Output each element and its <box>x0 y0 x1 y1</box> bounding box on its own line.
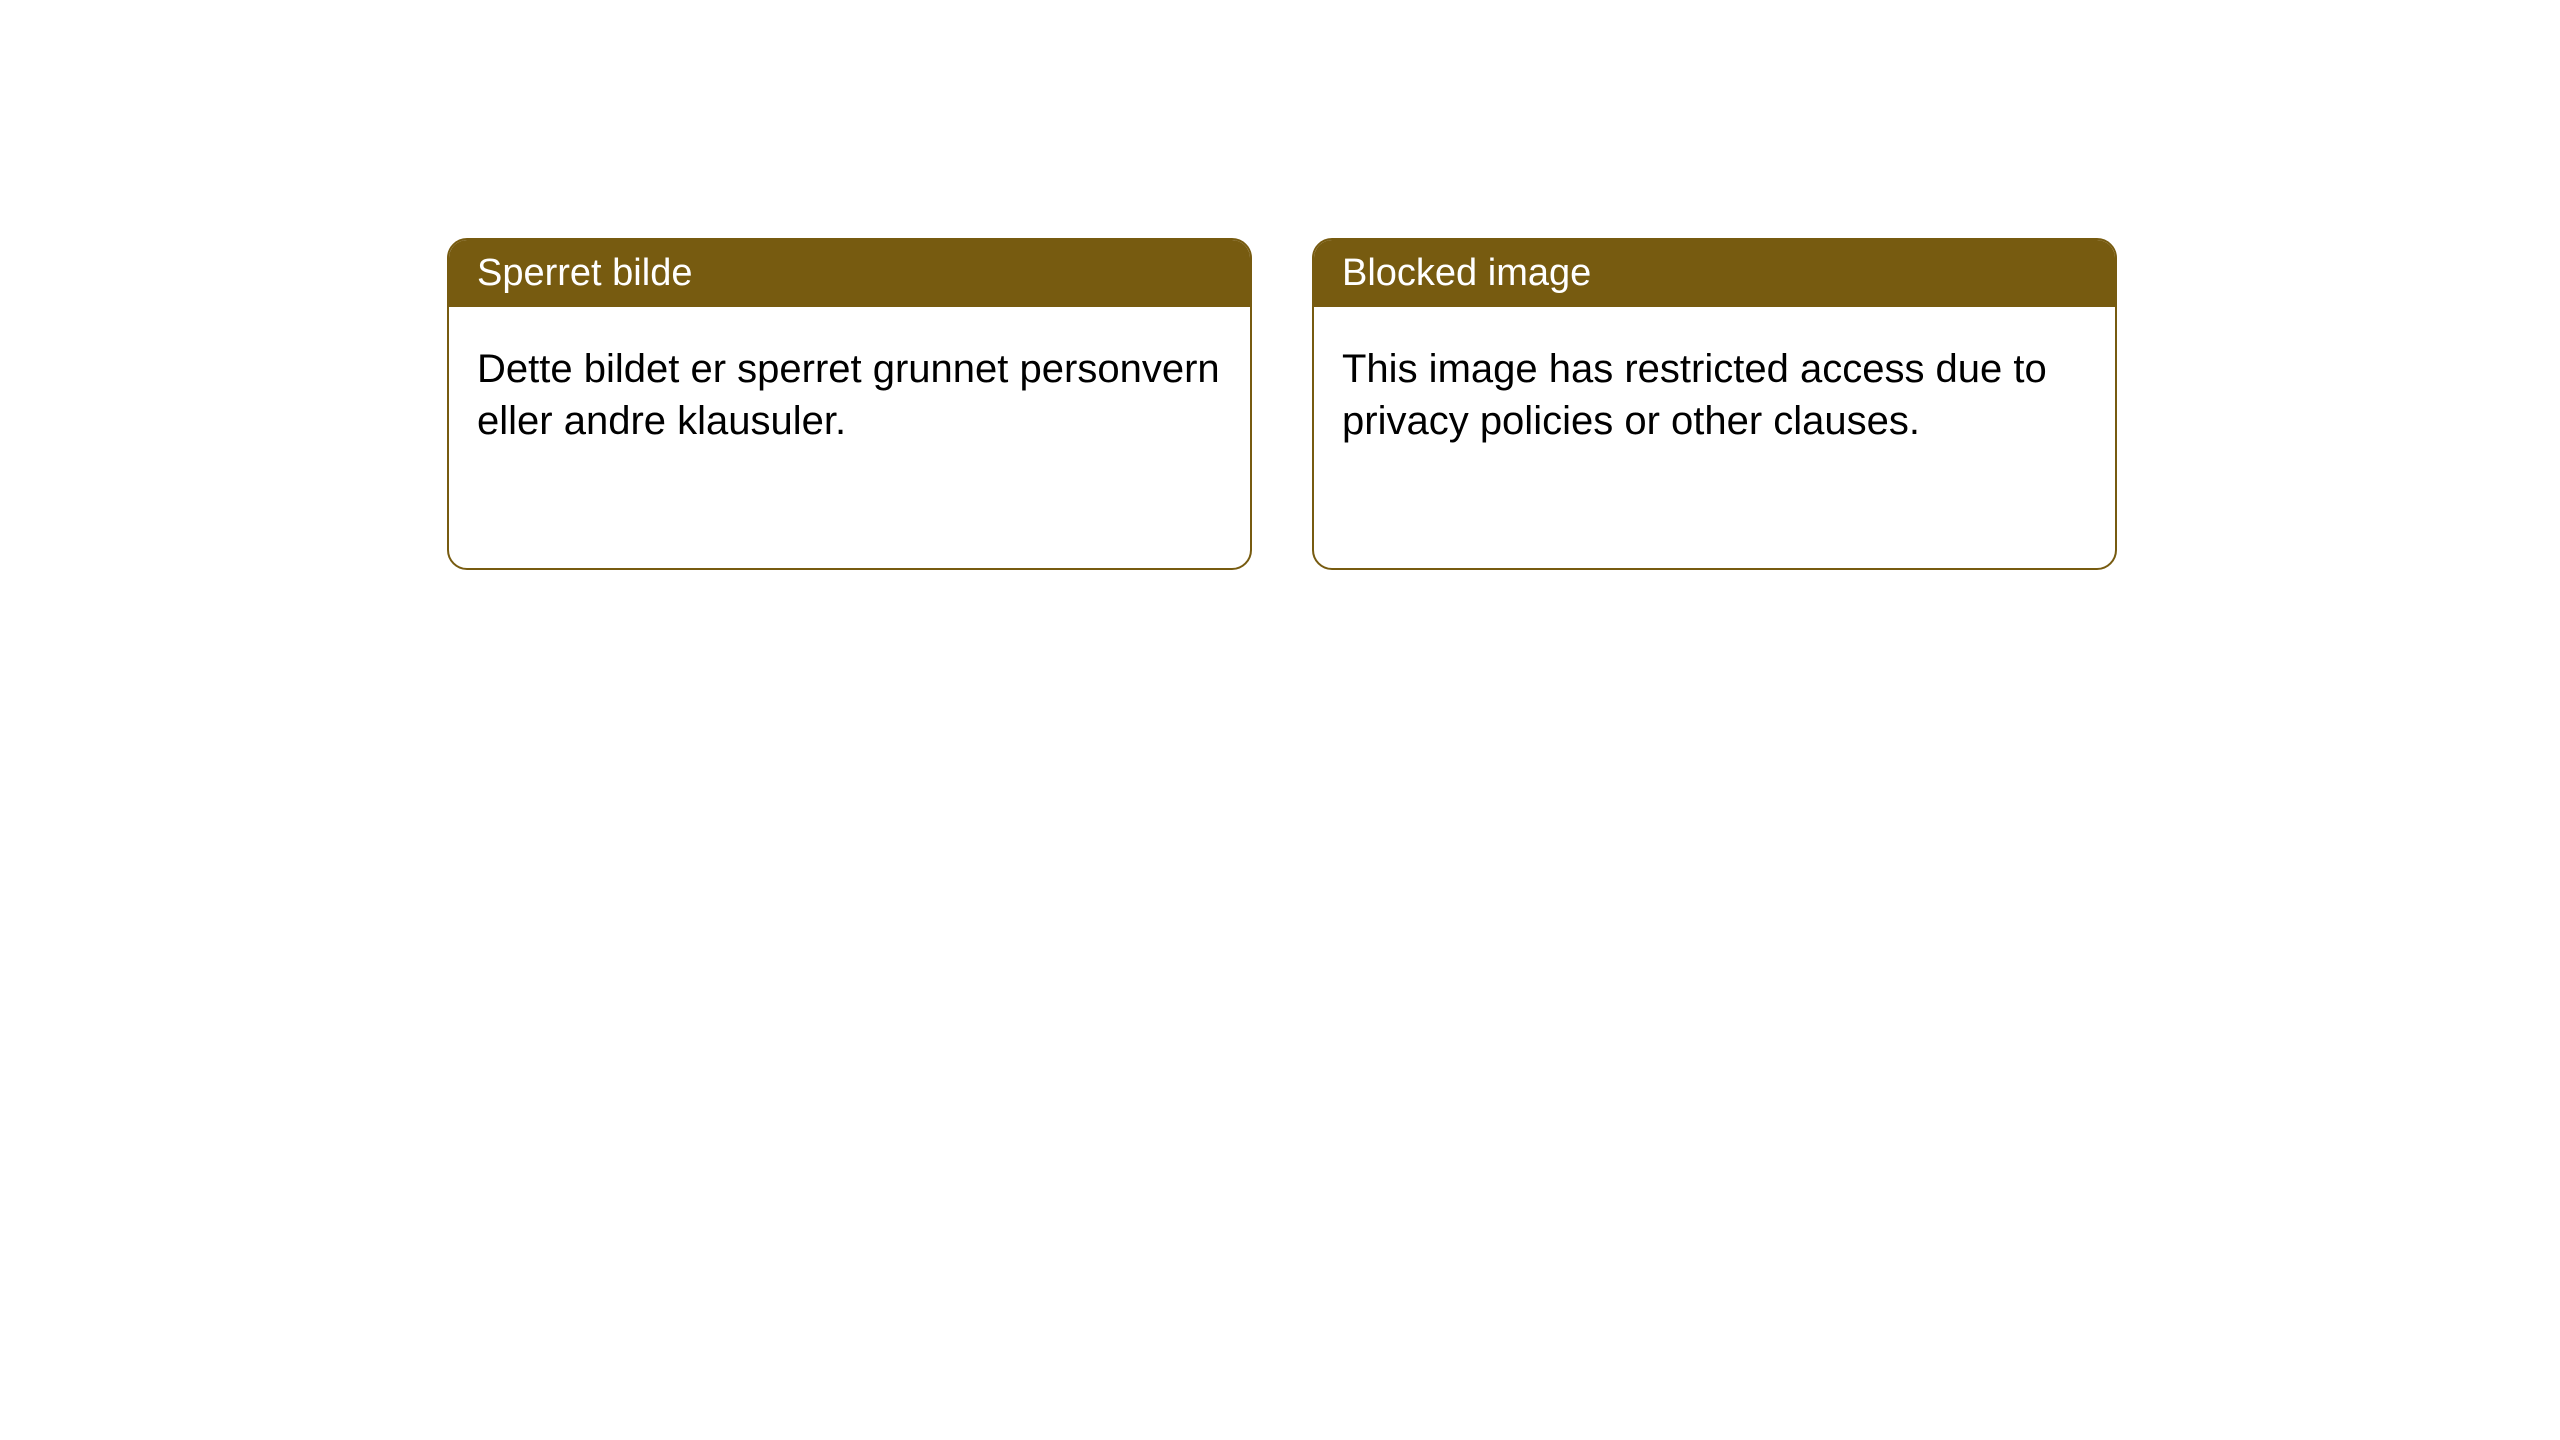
notice-body-text: This image has restricted access due to … <box>1342 347 2047 443</box>
notice-card-english: Blocked image This image has restricted … <box>1312 238 2117 570</box>
notice-header: Sperret bilde <box>449 240 1250 307</box>
notice-container: Sperret bilde Dette bildet er sperret gr… <box>0 0 2560 570</box>
notice-title: Sperret bilde <box>477 252 692 294</box>
notice-body: This image has restricted access due to … <box>1314 307 2115 483</box>
notice-header: Blocked image <box>1314 240 2115 307</box>
notice-body-text: Dette bildet er sperret grunnet personve… <box>477 347 1220 443</box>
notice-body: Dette bildet er sperret grunnet personve… <box>449 307 1250 483</box>
notice-title: Blocked image <box>1342 252 1591 294</box>
notice-card-norwegian: Sperret bilde Dette bildet er sperret gr… <box>447 238 1252 570</box>
